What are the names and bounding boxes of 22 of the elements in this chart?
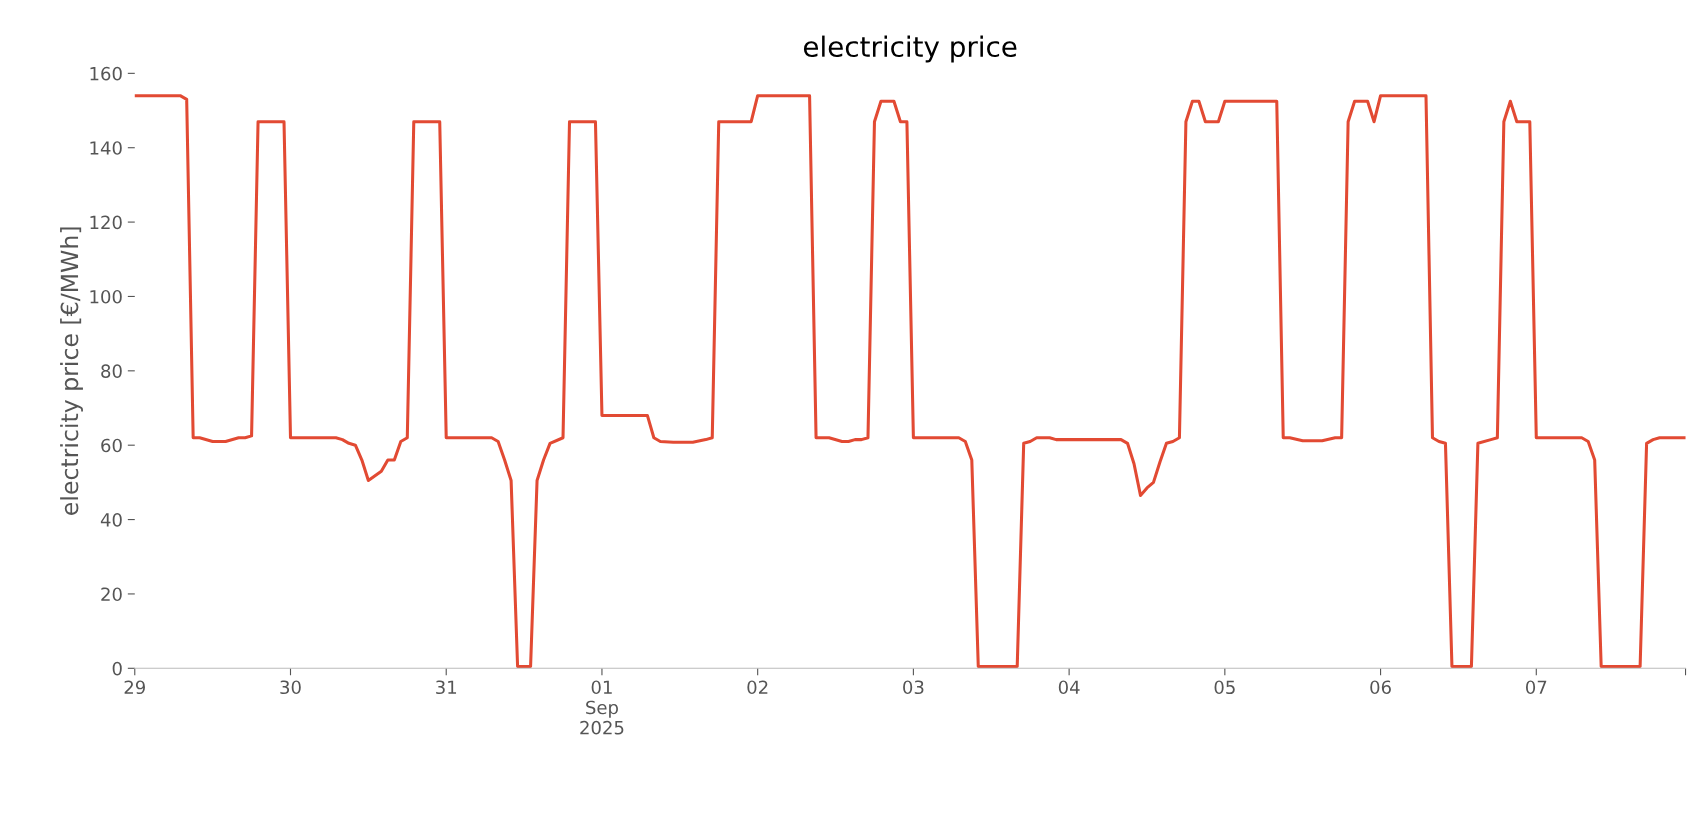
y-tick-label: 100 bbox=[90, 289, 122, 304]
y-tick-label: 0 bbox=[112, 661, 122, 676]
y-tick-label: 160 bbox=[90, 66, 122, 81]
y-tick-label: 140 bbox=[90, 141, 122, 155]
x-tick-label: 05 bbox=[1214, 680, 1235, 695]
x-tick-label: 04 bbox=[1058, 680, 1080, 695]
y-tick-label: 20 bbox=[101, 587, 122, 602]
chart-title: electricity price bbox=[803, 35, 1017, 63]
x-tick-label: 01 Sep 2025 bbox=[580, 680, 624, 735]
x-tick-label: 31 bbox=[436, 680, 457, 695]
x-tick-label: 07 bbox=[1525, 680, 1547, 695]
x-tick-label: 03 bbox=[903, 680, 924, 695]
y-axis-title: electricity price [€/MWh] bbox=[60, 227, 83, 515]
x-tick-label: 29 bbox=[124, 680, 145, 695]
y-tick-label: 120 bbox=[90, 215, 122, 230]
line-series bbox=[134, 94, 1686, 668]
y-tick-label: 60 bbox=[101, 438, 122, 453]
y-tick-label: 40 bbox=[100, 513, 122, 527]
x-tick-label: 02 bbox=[747, 680, 768, 695]
x-tick-label: 06 bbox=[1370, 680, 1391, 695]
x-tick-label: 30 bbox=[280, 680, 301, 695]
y-tick-label: 80 bbox=[101, 364, 122, 378]
